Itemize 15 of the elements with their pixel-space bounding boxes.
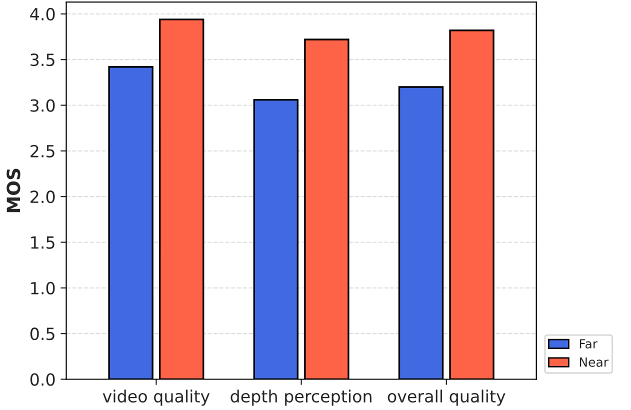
y-tick-label: 0.5 [30,328,54,340]
y-tick-label: 1.5 [31,236,54,249]
y-tick-label: 2.5 [30,144,54,158]
legend-label: Far [580,339,598,348]
y-tick-label: 1.0 [31,282,55,294]
x-tick-label: video quality [102,390,210,406]
x-tick-label: depth perception [230,390,372,406]
y-tick-label: 3.0 [30,99,55,112]
y-tick-label: 0.0 [30,373,55,386]
legend-label: Near [580,358,609,367]
y-tick-label: 3.5 [30,54,54,66]
x-tick-label: overall quality [388,390,506,406]
y-tick-label: 4.0 [30,8,55,20]
y-tick-label: 2.0 [30,190,55,204]
y-axis-title: MOS [6,168,20,212]
